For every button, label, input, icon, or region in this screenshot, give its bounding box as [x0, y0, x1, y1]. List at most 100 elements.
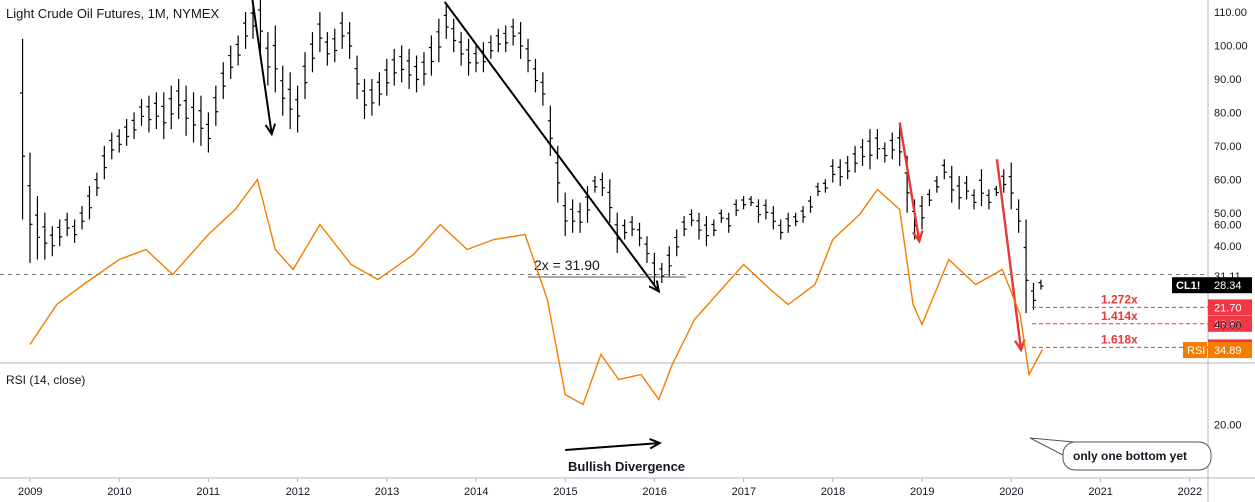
ohlc-bar: [547, 105, 553, 156]
ohlc-bar: [897, 125, 903, 166]
time-axis-label: 2009: [18, 486, 42, 498]
ohlc-bar: [362, 78, 367, 120]
price-badge-ticker-bg: [1172, 277, 1208, 294]
ohlc-bar: [20, 38, 26, 220]
ohlc-bar: [332, 28, 338, 63]
time-axis-label: 2016: [642, 486, 666, 498]
red-arrow-2020-shaft: [995, 159, 1023, 351]
ohlc-bar: [956, 175, 962, 210]
bullish-divergence-arrow: [565, 438, 663, 451]
rsi-axis-label: 40.00: [1214, 320, 1242, 332]
ohlc-bar: [726, 212, 732, 233]
ohlc-bar: [168, 85, 174, 130]
ohlc-bar: [971, 189, 977, 210]
ohlc-bar: [622, 219, 628, 240]
rsi-axis-label: 60.00: [1214, 220, 1242, 232]
ohlc-bar: [822, 179, 828, 193]
ohlc-bar: [79, 206, 85, 230]
red-arrow-2018-head: [912, 230, 924, 244]
ohlc-bar: [406, 48, 412, 89]
trend-arrow-2011-head: [264, 123, 277, 137]
ohlc-bar: [585, 185, 590, 223]
ohlc-bar: [637, 222, 643, 247]
price-axis-label: 70.00: [1214, 141, 1242, 153]
ohlc-bar: [815, 182, 821, 197]
time-axis-label: 2020: [999, 486, 1023, 498]
rsi-badge-label: RSI: [1187, 345, 1205, 357]
fib-label: 1.618x: [1101, 332, 1138, 346]
ohlc-bar: [785, 212, 791, 233]
ohlc-bar: [116, 129, 122, 153]
price-axis-label: 100.00: [1214, 41, 1248, 53]
ohlc-bar: [34, 196, 40, 260]
ohlc-bar: [941, 159, 947, 180]
chart-title: Light Crude Oil Futures, 1M, NYMEX: [6, 6, 220, 21]
ohlc-bar: [49, 226, 55, 257]
ohlc-bar: [191, 92, 197, 143]
rsi-line: [29, 177, 1044, 406]
ohlc-bar: [793, 212, 799, 227]
price-axis-label: 110.00: [1214, 7, 1247, 19]
ohlc-bar: [466, 38, 472, 76]
time-axis-label: 2019: [910, 486, 934, 498]
ohlc-bar: [243, 12, 249, 49]
fib-label: 1.272x: [1101, 292, 1138, 306]
ohlc-bar: [161, 92, 167, 140]
ohlc-bar: [577, 202, 583, 233]
ohlc-bar: [763, 199, 769, 220]
ohlc-bar: [860, 139, 866, 166]
ohlc-bar: [421, 52, 427, 86]
ohlc-bar: [978, 169, 984, 207]
ohlc-bar: [57, 219, 63, 247]
ohlc-bar: [228, 45, 234, 79]
ohlc-bar: [993, 185, 999, 197]
red-arrow-2018: [898, 122, 924, 244]
ohlc-bar: [748, 196, 754, 207]
ohlc-bar: [845, 155, 851, 180]
ohlc-bar: [495, 28, 501, 53]
ohlc-bar: [562, 192, 568, 237]
ohlc-bar: [176, 78, 182, 120]
ohlc-bar: [324, 32, 330, 66]
ohlc-bar: [644, 236, 650, 263]
ohlc-bar: [852, 145, 858, 173]
ohlc-bar: [488, 35, 494, 59]
red-arrow-2020: [995, 159, 1026, 353]
ohlc-bar: [681, 216, 687, 237]
ohlc-bar: [272, 25, 278, 93]
ohlc-bar: [919, 196, 925, 230]
ohlc-bar: [889, 132, 895, 160]
time-axis-label: 2010: [107, 486, 131, 498]
time-axis-label: 2021: [1088, 486, 1112, 498]
ohlc-bar: [525, 38, 531, 73]
ohlc-bar: [124, 119, 130, 146]
ohlc-bar: [451, 18, 457, 53]
ohlc-bar: [153, 92, 159, 130]
ohlc-bar: [874, 129, 880, 160]
ohlc-bar: [1008, 162, 1014, 210]
time-axis-label: 2017: [732, 486, 756, 498]
ohlc-bar: [711, 219, 717, 237]
price-badge-last-bg: [1208, 277, 1252, 294]
ohlc-bar: [770, 206, 776, 230]
ohlc-bar: [934, 175, 940, 193]
ohlc-bar: [1031, 282, 1036, 310]
bullish-divergence-label: Bullish Divergence: [568, 459, 685, 474]
ohlc-bar: [592, 175, 598, 193]
ohlc-bar: [607, 179, 613, 223]
time-axis-label: 2022: [1178, 486, 1202, 498]
ohlc-bar: [257, 0, 263, 53]
ohlc-bar: [837, 159, 843, 186]
ohlc-bar: [399, 45, 405, 83]
ohlc-bar: [354, 55, 360, 100]
trend-arrow-2013-head: [648, 280, 661, 294]
trend-arrow-2013-shaft: [443, 1, 660, 292]
ohlc-bar: [391, 48, 397, 86]
ohlc-bar: [139, 99, 144, 126]
ohlc-bar: [1001, 169, 1007, 193]
ohlc-bar: [755, 199, 761, 223]
ohlc-bar: [510, 18, 516, 46]
ohlc-bar: [696, 212, 702, 240]
ohlc-bar: [718, 209, 724, 223]
ohlc-bar: [64, 212, 70, 237]
